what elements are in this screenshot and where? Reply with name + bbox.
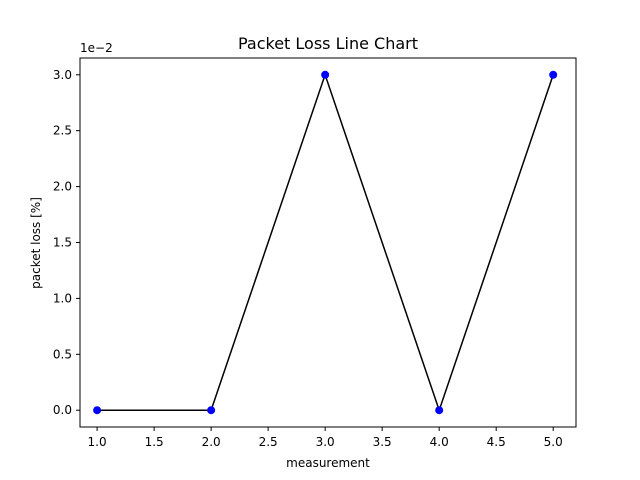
- y-tick-label: 2.5: [53, 124, 72, 138]
- series-group: [93, 70, 558, 415]
- data-point: [93, 406, 102, 415]
- x-tick-label: 1.0: [88, 435, 107, 449]
- plot-frame: [79, 57, 577, 428]
- data-point: [321, 70, 330, 79]
- x-tick-label: 3.0: [316, 435, 335, 449]
- y-axis: 0.0 0.5 1.0 1.5 2.0 2.5 3.0: [53, 68, 80, 417]
- data-point: [435, 406, 444, 415]
- x-tick-label: 4.5: [487, 435, 506, 449]
- x-tick-label: 2.5: [259, 435, 278, 449]
- data-point: [207, 406, 216, 415]
- y-tick-label: 0.0: [53, 403, 72, 417]
- y-tick-label: 1.5: [53, 236, 72, 250]
- x-tick-label: 3.5: [373, 435, 392, 449]
- x-axis: 1.0 1.5 2.0 2.5 3.0 3.5 4.0 4.5 5.0: [88, 427, 563, 449]
- y-offset-label: 1e−2: [80, 41, 113, 55]
- chart-title: Packet Loss Line Chart: [238, 34, 418, 53]
- x-tick-label: 2.0: [202, 435, 221, 449]
- x-tick-label: 5.0: [544, 435, 563, 449]
- y-tick-label: 3.0: [53, 68, 72, 82]
- x-axis-label: measurement: [286, 456, 370, 470]
- series-line: [97, 72, 554, 413]
- x-tick-label: 1.5: [145, 435, 164, 449]
- y-tick-label: 1.0: [53, 291, 72, 305]
- y-tick-label: 0.5: [53, 347, 72, 361]
- data-point: [549, 70, 558, 79]
- x-tick-label: 4.0: [430, 435, 449, 449]
- y-tick-label: 2.0: [53, 180, 72, 194]
- y-axis-label: packet loss [%]: [29, 197, 43, 289]
- plot-area: [79, 57, 577, 428]
